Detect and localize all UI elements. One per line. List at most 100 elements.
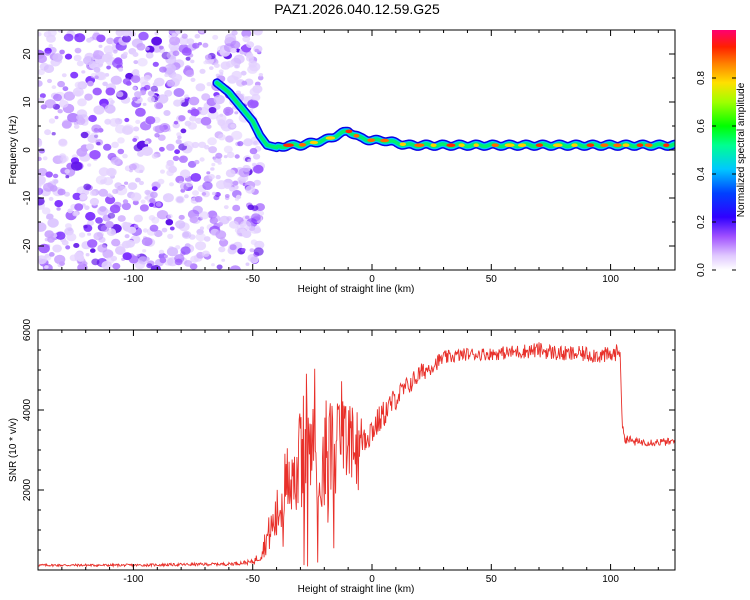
ridge-hotspot	[491, 143, 499, 147]
noise-blob	[245, 262, 250, 266]
noise-blob	[38, 197, 45, 206]
noise-blob	[164, 73, 169, 77]
noise-blob	[133, 126, 140, 132]
noise-blob	[38, 175, 46, 185]
noise-blob	[91, 258, 100, 266]
noise-blob	[104, 104, 116, 114]
ridge-hotspot	[600, 143, 609, 147]
noise-blob	[103, 177, 114, 186]
noise-blob	[206, 82, 212, 87]
noise-blob	[121, 240, 132, 249]
noise-blob	[53, 179, 59, 184]
noise-blob	[225, 169, 236, 178]
noise-blob	[109, 204, 121, 214]
noise-blob	[64, 169, 70, 174]
noise-blob	[254, 48, 259, 53]
noise-blob	[174, 254, 185, 263]
noise-blob	[152, 61, 159, 67]
noise-blob	[207, 137, 217, 146]
noise-blob	[76, 147, 88, 157]
noise-blob	[166, 143, 175, 151]
noise-blob	[86, 37, 92, 43]
noise-blob	[90, 248, 96, 253]
ridge-hotspot	[473, 143, 479, 147]
noise-blob	[251, 205, 259, 212]
noise-blob	[38, 153, 41, 157]
noise-blob	[44, 99, 56, 109]
noise-blob	[202, 42, 209, 48]
noise-blob	[97, 206, 109, 216]
noise-blob	[146, 263, 153, 269]
noise-blob	[242, 35, 251, 43]
noise-blob	[141, 237, 153, 247]
x-tick-label: -100	[123, 574, 143, 585]
noise-blob	[176, 196, 184, 203]
noise-blob	[122, 252, 132, 261]
noise-blob	[109, 194, 113, 198]
noise-blob	[211, 162, 216, 167]
noise-blob	[105, 195, 116, 205]
snr-series-line	[38, 342, 675, 569]
noise-blob	[135, 119, 141, 124]
noise-blob	[74, 47, 82, 54]
noise-blob	[212, 191, 217, 196]
noise-blob	[117, 137, 125, 144]
noise-blob	[156, 210, 169, 220]
y-tick-label: -20	[22, 238, 33, 253]
noise-blob	[164, 89, 173, 97]
noise-blob	[72, 211, 79, 217]
noise-blob	[115, 124, 126, 134]
noise-blob	[159, 123, 171, 133]
colorbar-tick-label: 0.0	[696, 263, 707, 277]
noise-blob	[194, 33, 201, 39]
colorbar-ticks: 0.0 0.2 0.4 0.6 0.8	[696, 71, 736, 277]
noise-blob	[106, 167, 117, 177]
noise-blob	[229, 186, 236, 192]
noise-blob	[132, 96, 138, 102]
noise-blob	[151, 36, 163, 46]
noise-blob	[225, 39, 231, 44]
noise-blob	[240, 70, 247, 76]
noise-blob	[223, 145, 233, 154]
noise-blob	[122, 78, 131, 85]
snr-x-ticks: -100 -50 0 50 100	[37, 330, 659, 585]
noise-blob	[143, 74, 152, 81]
noise-blob	[38, 80, 43, 87]
noise-blob	[133, 144, 143, 152]
noise-blob	[90, 132, 99, 140]
noise-blob	[189, 216, 199, 224]
noise-blob	[221, 258, 226, 262]
noise-blob	[241, 30, 252, 38]
noise-blob	[104, 193, 109, 197]
y-tick-label: 4000	[22, 398, 33, 421]
noise-blob	[128, 163, 137, 171]
noise-blob	[178, 155, 188, 163]
noise-blob	[173, 120, 179, 125]
noise-blob	[142, 102, 147, 106]
noise-blob	[39, 93, 46, 99]
noise-blob	[213, 94, 225, 105]
noise-blob	[154, 31, 159, 36]
noise-blob	[183, 142, 189, 147]
noise-blob	[203, 60, 208, 65]
spectrogram-y-ticks: -20 -10 0 10 20	[22, 29, 675, 271]
noise-blob	[74, 203, 84, 211]
noise-blob	[85, 253, 90, 257]
noise-blob	[87, 163, 92, 167]
noise-blob	[236, 229, 246, 237]
noise-blob	[96, 141, 101, 146]
noise-blob	[253, 179, 261, 186]
noise-blob	[194, 196, 203, 203]
noise-blob	[144, 196, 149, 200]
noise-blob	[110, 230, 116, 235]
noise-blob	[245, 215, 250, 220]
noise-blob	[107, 97, 114, 103]
noise-blob	[45, 171, 53, 178]
noise-blob	[214, 63, 220, 68]
ridge-layer-0	[212, 78, 675, 153]
noise-blob	[168, 165, 177, 173]
noise-blob	[78, 232, 86, 238]
noise-blob	[171, 73, 183, 83]
colorbar-gradient	[712, 30, 736, 270]
